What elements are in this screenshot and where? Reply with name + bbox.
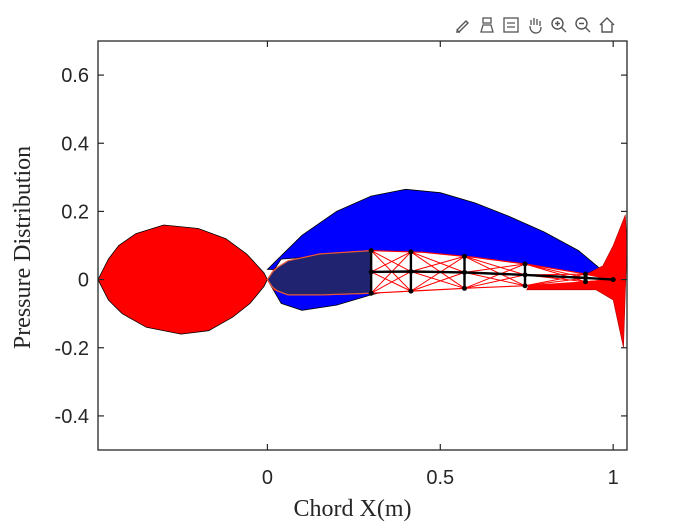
- x-tick-label: 0.5: [426, 467, 454, 489]
- node-point: [583, 271, 589, 277]
- node-point: [610, 277, 616, 283]
- node-point: [522, 272, 528, 278]
- y-axis-label: Pressure Distribution: [10, 146, 36, 349]
- truss-member: [410, 251, 465, 273]
- node-point: [583, 275, 589, 281]
- data-tips-icon[interactable]: [476, 14, 498, 36]
- truss-member: [464, 263, 526, 289]
- node-point: [522, 283, 528, 289]
- x-axis-label: Chord X(m): [294, 496, 412, 522]
- truss-member: [370, 250, 412, 272]
- beam-line: [371, 270, 614, 281]
- home-icon[interactable]: [596, 14, 618, 36]
- node-point: [461, 253, 467, 259]
- truss-member: [464, 255, 526, 287]
- pan-icon[interactable]: [524, 14, 546, 36]
- truss-member: [464, 263, 526, 273]
- truss-member: [524, 277, 586, 287]
- node-point: [408, 249, 414, 255]
- legend-icon[interactable]: [500, 14, 522, 36]
- y-tick-label: 0.6: [61, 65, 89, 87]
- zoom-in-icon[interactable]: [548, 14, 570, 36]
- truss-member: [410, 255, 465, 273]
- node-point: [368, 290, 374, 296]
- truss-member: [370, 251, 412, 273]
- brush-icon[interactable]: [452, 14, 474, 36]
- y-tick-label: -0.2: [55, 338, 89, 360]
- truss-member: [410, 271, 465, 289]
- x-tick-label: 1: [608, 467, 619, 489]
- y-tick-label: -0.4: [55, 406, 89, 428]
- truss-member: [464, 274, 526, 289]
- node-point: [461, 285, 467, 291]
- truss-member: [464, 255, 526, 276]
- node-point: [522, 261, 528, 267]
- axes-box: [97, 40, 628, 451]
- y-tick-label: 0.4: [61, 133, 89, 155]
- y-tick-label: 0.2: [61, 201, 89, 223]
- node-point: [583, 279, 589, 285]
- truss-member: [410, 271, 465, 292]
- zoom-out-icon[interactable]: [572, 14, 594, 36]
- truss-member: [370, 271, 412, 292]
- node-point: [408, 269, 414, 275]
- node-point: [461, 269, 467, 275]
- node-point: [368, 248, 374, 254]
- node-point: [408, 288, 414, 294]
- truss-member: [410, 255, 465, 292]
- truss-member: [370, 271, 412, 294]
- truss-member: [524, 263, 586, 279]
- truss-member: [464, 271, 526, 287]
- y-tick-label: 0: [78, 270, 89, 292]
- figure-toolbar: [452, 14, 618, 36]
- x-tick-label: 0: [262, 467, 273, 489]
- truss-member: [410, 251, 465, 289]
- red-pressure-region: [98, 224, 268, 335]
- node-point: [368, 269, 374, 275]
